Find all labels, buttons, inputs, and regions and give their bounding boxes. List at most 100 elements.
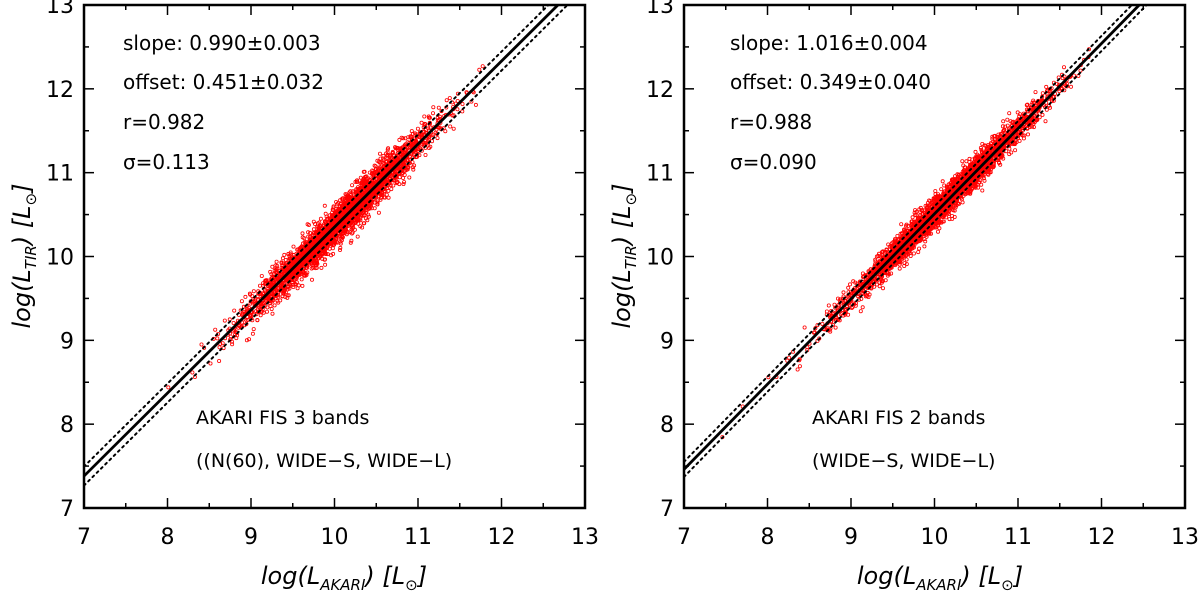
scatter-point [350, 183, 355, 188]
scatter-point [897, 266, 902, 271]
scatter-point [426, 114, 431, 119]
scatter-point [246, 337, 251, 342]
scatter-point [199, 342, 204, 347]
scatter-point [337, 247, 342, 252]
scatter-point [411, 167, 416, 172]
scatter-point [397, 137, 402, 142]
scatter-point [296, 266, 301, 271]
scatter-point [406, 165, 411, 170]
scatter-point [978, 145, 983, 150]
scatter-point [215, 336, 220, 341]
scatter-point [833, 325, 838, 330]
scatter-point [1078, 68, 1083, 73]
scatter-point [351, 222, 356, 227]
scatter-point [473, 102, 478, 107]
scatter-point [352, 227, 357, 232]
scatter-point [410, 165, 415, 170]
scatter-point [797, 364, 802, 369]
scatter-point [415, 126, 420, 131]
scatter-point [1026, 132, 1031, 137]
scatter-point [213, 327, 218, 332]
scatter-point [382, 195, 387, 200]
scatter-point [306, 234, 311, 239]
scatter-point [372, 163, 377, 168]
y-tick-label: 13 [46, 0, 74, 19]
scatter-point [444, 98, 449, 103]
scatter-point [251, 289, 256, 294]
scatter-point [826, 303, 831, 308]
scatter-point [255, 318, 260, 323]
scatter-point [349, 238, 354, 243]
scatter-point [437, 125, 442, 130]
scatter-point [275, 298, 280, 303]
scatter-point [409, 129, 414, 134]
scatter-point [355, 234, 360, 239]
scatter-point [270, 311, 275, 316]
scatter-point [323, 251, 328, 256]
scatter-point [244, 338, 249, 343]
scatter-point [338, 245, 343, 250]
scatter-point [431, 105, 436, 110]
scatter-point [282, 289, 287, 294]
scatter-point [403, 136, 408, 141]
y-tick-label: 10 [46, 246, 74, 271]
scatter-point [423, 152, 428, 157]
scatter-point [208, 361, 213, 366]
scatter-point [397, 155, 402, 160]
scatter-point [348, 240, 353, 245]
x-axis-title: log(LAKARI) [L⊙] [261, 562, 427, 592]
y-tick-label: 12 [46, 78, 74, 103]
scatter-points [166, 64, 485, 390]
scatter-point [323, 262, 328, 267]
scatter-point [1062, 65, 1067, 70]
scatter-point [190, 370, 195, 375]
scatter-point [259, 273, 264, 278]
scatter-point [280, 294, 285, 299]
scatter-point [407, 175, 412, 180]
scatter-point [451, 126, 456, 131]
scatter-point [381, 156, 386, 161]
scatter-point [274, 259, 279, 264]
scatter-point [322, 257, 327, 262]
scatter-point [264, 309, 269, 314]
scatter-point [231, 320, 236, 325]
scatter-point [308, 230, 313, 235]
scatter-point [860, 305, 865, 310]
scatter-point [363, 216, 368, 221]
scatter-point [394, 181, 399, 186]
scatter-point [270, 264, 275, 269]
scatter-point [368, 182, 373, 187]
scatter-point [248, 292, 253, 297]
scatter-point [217, 358, 222, 363]
scatter-point [455, 107, 460, 112]
scatter-point [910, 215, 915, 220]
scatter-point [338, 198, 343, 203]
x-tick-label: 9 [244, 525, 258, 550]
scatter-point [291, 244, 296, 249]
scatter-point [319, 265, 324, 270]
scatter-point [314, 260, 319, 265]
scatter-point [310, 233, 315, 238]
y-tick-label: 11 [46, 162, 74, 187]
annotation-title: AKARI FIS 3 bands [196, 407, 369, 429]
scatter-point [460, 109, 465, 114]
scatter-point [1043, 119, 1048, 124]
scatter-point [401, 175, 406, 180]
scatter-point [300, 283, 305, 288]
scatter-point [258, 313, 263, 318]
scatter-point [376, 210, 381, 215]
scatter-point [296, 283, 301, 288]
x-tick-label: 10 [321, 525, 349, 550]
x-tick-labels: 7 8 9 10 11 12 13 [77, 525, 599, 550]
r-label: r=0.982 [123, 110, 205, 134]
scatter-point [916, 250, 921, 255]
scatter-point [305, 222, 310, 227]
scatter-point [285, 295, 290, 300]
y-tick-label: 9 [60, 329, 74, 354]
scatter-point [277, 272, 282, 277]
scatter-point [1069, 84, 1074, 89]
offset-label: offset: 0.451±0.032 [123, 70, 324, 94]
scatter-point [300, 231, 305, 236]
